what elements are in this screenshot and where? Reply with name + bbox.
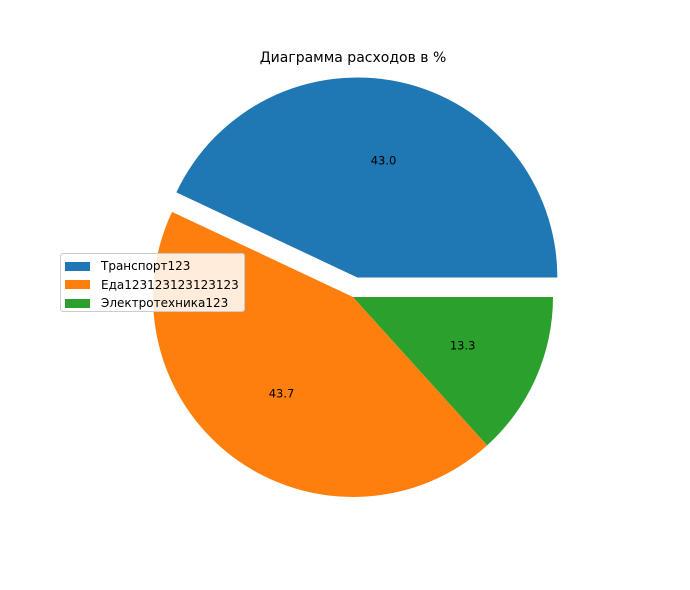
legend-swatch-food xyxy=(65,280,90,290)
legend: Транспорт123 Еда123123123123123 Электрот… xyxy=(60,253,245,312)
pie-label-electronics: 13.3 xyxy=(450,339,476,353)
legend-label-electronics: Электротехника123 xyxy=(101,296,229,311)
pie-label-transport: 43.0 xyxy=(371,153,397,167)
pie-label-food: 43.7 xyxy=(269,386,295,400)
pie-slice-transport xyxy=(176,77,558,278)
legend-swatch-transport xyxy=(65,261,90,271)
pie-slice-electronics xyxy=(353,297,553,446)
legend-item-electronics: Электротехника123 xyxy=(65,294,244,313)
chart-title: Диаграмма расходов в % xyxy=(260,50,447,66)
pie-percent-labels: 43.0 43.7 13.3 xyxy=(269,153,476,400)
legend-swatch-electronics xyxy=(65,298,90,308)
legend-item-transport: Транспорт123 xyxy=(65,257,244,276)
legend-label-transport: Транспорт123 xyxy=(101,259,191,274)
legend-item-food: Еда123123123123123 xyxy=(65,276,244,295)
legend-label-food: Еда123123123123123 xyxy=(101,277,239,292)
